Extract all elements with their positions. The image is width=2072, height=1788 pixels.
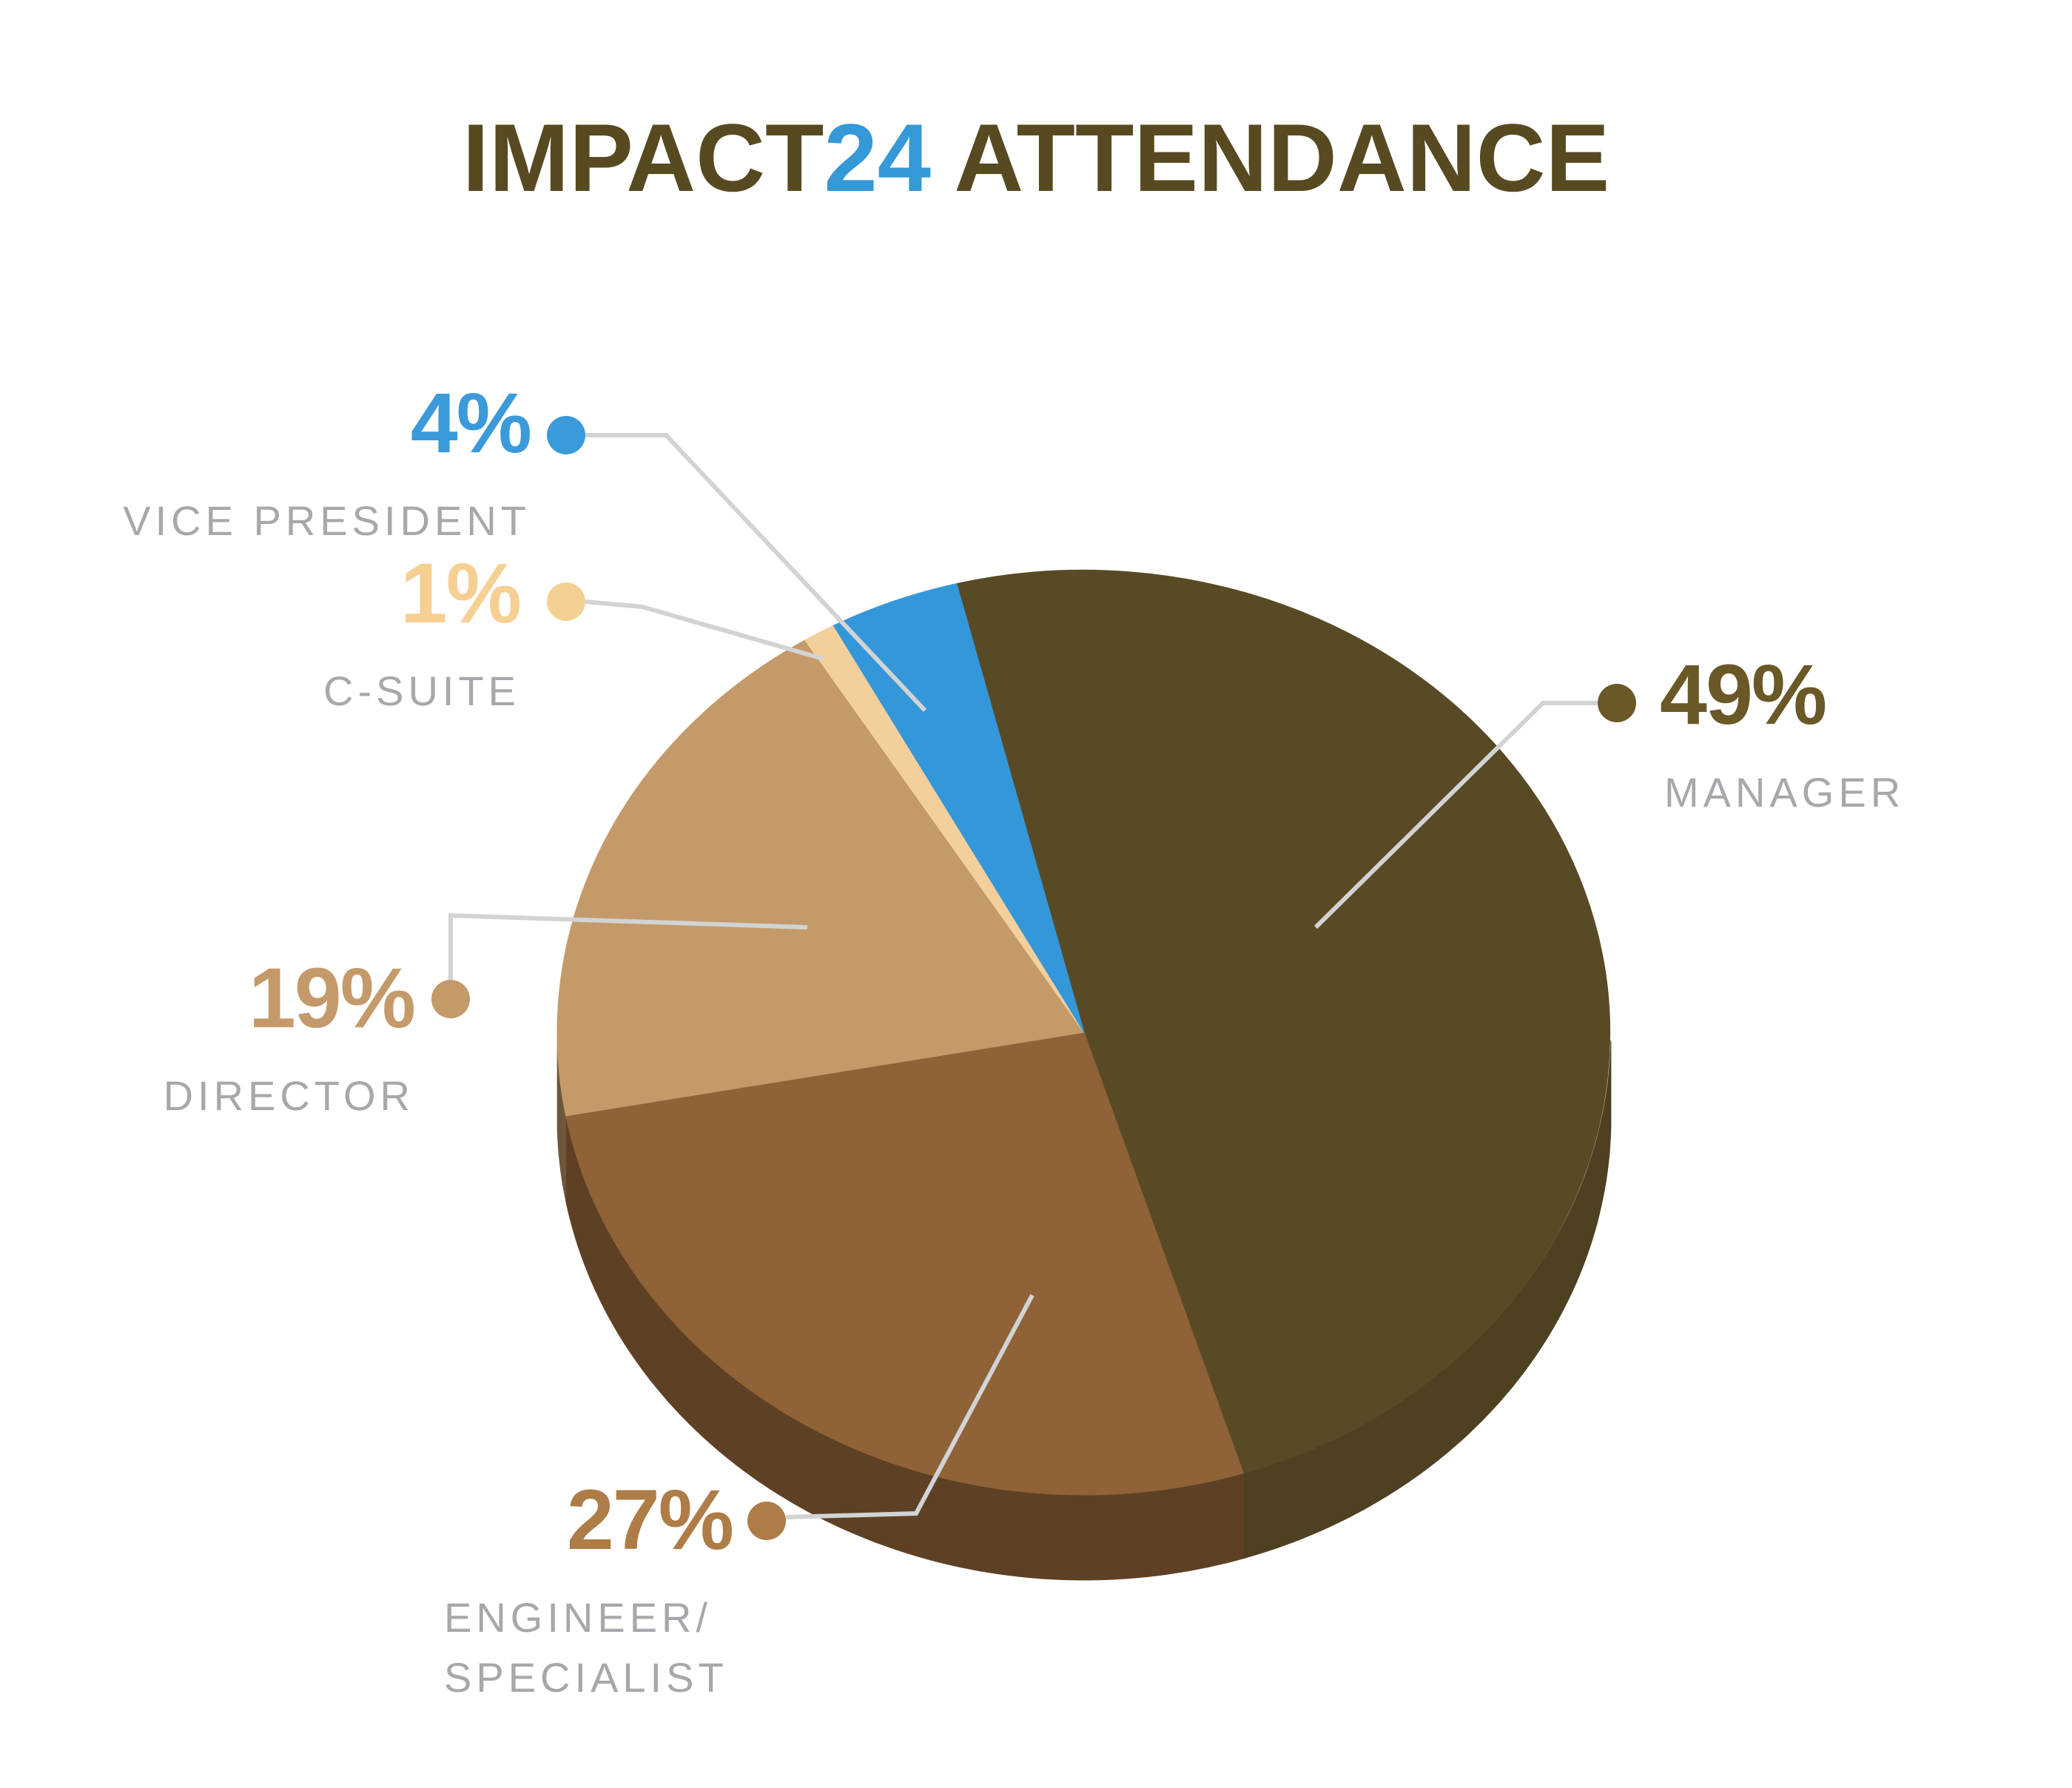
callout-dot-vice-president xyxy=(547,416,585,454)
callout-dot-c-suite xyxy=(547,582,585,621)
callout-dot-engineer-specialist xyxy=(747,1502,786,1540)
callout-dot-director xyxy=(431,980,470,1018)
chart-title-accent: 24 xyxy=(824,104,932,212)
leader-line-director xyxy=(448,913,808,980)
manager-percent: 49% xyxy=(1660,648,1827,742)
leader-line-vice-president xyxy=(585,433,927,713)
engineer-specialist-percent: 27% xyxy=(566,1473,734,1567)
chart-title: IMPACT24 ATTENDANCE xyxy=(0,102,2072,213)
callout-dot-manager xyxy=(1598,684,1636,722)
pie-slice-vice-president xyxy=(832,583,1085,1033)
leader-line-manager xyxy=(1314,701,1598,930)
manager-label: MANAGER xyxy=(1664,769,1906,816)
pie-slice-director xyxy=(556,639,1085,1117)
callout-vice-president: 4% VICE PRESIDENT xyxy=(123,376,532,551)
callout-c-suite: 1% C-SUITE xyxy=(323,546,522,721)
chart-title-text-2: ATTENDANCE xyxy=(931,104,1610,212)
leader-line-engineer-specialist xyxy=(785,1294,1035,1519)
pie-slice-engineer-specialist xyxy=(565,1032,1244,1496)
c-suite-label: C-SUITE xyxy=(323,668,520,715)
c-suite-percent: 1% xyxy=(400,546,522,641)
leader-line-c-suite xyxy=(585,599,824,661)
callout-engineer-specialist: 27% ENGINEER/ SPECIALIST xyxy=(444,1473,734,1708)
director-label: DIRECTOR xyxy=(163,1072,414,1120)
callout-director: 19% DIRECTOR xyxy=(163,951,416,1126)
vice-president-percent: 4% xyxy=(410,376,532,471)
engineer-specialist-label: ENGINEER/ SPECIALIST xyxy=(444,1594,728,1701)
callout-manager: 49% MANAGER xyxy=(1660,648,1906,822)
chart-title-text: IMPACT xyxy=(462,104,824,212)
director-percent: 19% xyxy=(248,951,416,1046)
vice-president-label: VICE PRESIDENT xyxy=(123,497,531,545)
